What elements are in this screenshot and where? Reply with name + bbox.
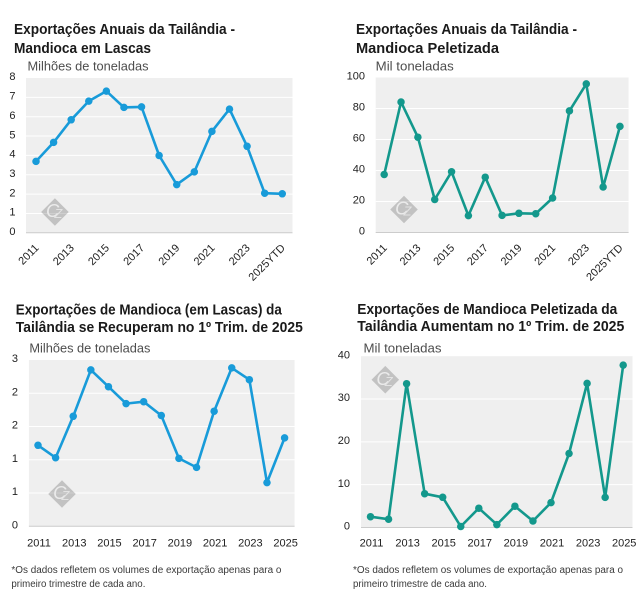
svg-text:1: 1 xyxy=(12,486,18,498)
svg-text:5: 5 xyxy=(9,129,15,141)
svg-text:40: 40 xyxy=(353,164,365,176)
svg-text:2019: 2019 xyxy=(168,537,192,549)
svg-text:C: C xyxy=(376,368,390,389)
svg-text:20: 20 xyxy=(338,435,350,447)
svg-text:C: C xyxy=(53,482,67,503)
svg-text:Tailândia se Recuperam no 1º T: Tailândia se Recuperam no 1º Trim. de 20… xyxy=(16,320,303,336)
svg-text:8: 8 xyxy=(9,71,15,83)
svg-text:2: 2 xyxy=(9,187,15,199)
svg-text:Mandioca Peletizada: Mandioca Peletizada xyxy=(356,41,500,57)
svg-text:60: 60 xyxy=(353,133,365,145)
svg-text:0: 0 xyxy=(12,520,18,532)
svg-text:primeiro trimestre de cada ano: primeiro trimestre de cada ano. xyxy=(11,579,145,590)
svg-text:Milhões de toneladas: Milhões de toneladas xyxy=(28,59,149,74)
svg-text:80: 80 xyxy=(353,102,365,114)
svg-text:2025: 2025 xyxy=(273,537,297,549)
svg-text:100: 100 xyxy=(347,71,365,83)
svg-text:0: 0 xyxy=(359,226,365,238)
svg-text:*Os dados refletem os volumes: *Os dados refletem os volumes de exporta… xyxy=(353,565,623,576)
svg-text:Z: Z xyxy=(402,204,412,219)
svg-text:2019: 2019 xyxy=(504,537,528,549)
svg-text:3: 3 xyxy=(12,353,18,365)
svg-text:6: 6 xyxy=(9,110,15,122)
svg-text:2017: 2017 xyxy=(468,537,492,549)
svg-text:primeiro trimestre de cada ano: primeiro trimestre de cada ano. xyxy=(353,579,487,590)
svg-text:Milhões de toneladas: Milhões de toneladas xyxy=(29,341,150,356)
svg-text:C: C xyxy=(395,198,409,219)
svg-text:20: 20 xyxy=(353,195,365,207)
svg-text:Exportações de Mandioca (em La: Exportações de Mandioca (em Lascas) da xyxy=(16,303,283,319)
svg-text:2017: 2017 xyxy=(132,537,156,549)
svg-text:2023: 2023 xyxy=(238,537,262,549)
svg-text:1: 1 xyxy=(9,207,15,219)
svg-text:*Os dados refletem os volumes: *Os dados refletem os volumes de exporta… xyxy=(11,565,281,576)
svg-text:4: 4 xyxy=(9,149,15,161)
svg-text:10: 10 xyxy=(338,478,350,490)
svg-text:Z: Z xyxy=(60,488,70,503)
svg-text:2011: 2011 xyxy=(27,537,51,549)
svg-text:0: 0 xyxy=(344,521,350,533)
svg-text:Tailândia Aumentam no 1º Trim.: Tailândia Aumentam no 1º Trim. de 2025 xyxy=(357,319,624,335)
svg-text:2: 2 xyxy=(12,420,18,432)
svg-text:2013: 2013 xyxy=(395,537,419,549)
svg-text:2015: 2015 xyxy=(97,537,121,549)
svg-text:Mil toneladas: Mil toneladas xyxy=(376,59,454,74)
svg-text:7: 7 xyxy=(9,91,15,103)
svg-text:Exportações de Mandioca Peleti: Exportações de Mandioca Peletizada da xyxy=(357,302,618,318)
svg-text:2013: 2013 xyxy=(62,537,86,549)
svg-text:2015: 2015 xyxy=(431,537,455,549)
svg-text:2025: 2025 xyxy=(612,537,636,549)
svg-text:2011: 2011 xyxy=(360,537,384,549)
svg-text:Z: Z xyxy=(384,374,394,389)
svg-text:Exportações Anuais da Tailândi: Exportações Anuais da Tailândia - xyxy=(356,22,577,38)
svg-text:2023: 2023 xyxy=(576,537,600,549)
svg-text:2: 2 xyxy=(12,386,18,398)
svg-text:Mil toneladas: Mil toneladas xyxy=(364,341,442,356)
svg-text:Mandioca em Lascas: Mandioca em Lascas xyxy=(14,41,151,57)
svg-text:3: 3 xyxy=(9,168,15,180)
svg-text:2021: 2021 xyxy=(540,537,564,549)
svg-text:30: 30 xyxy=(338,392,350,404)
svg-text:1: 1 xyxy=(12,453,18,465)
svg-text:C: C xyxy=(46,200,60,221)
svg-text:Z: Z xyxy=(53,206,63,221)
svg-text:40: 40 xyxy=(338,349,350,361)
svg-text:2021: 2021 xyxy=(203,537,227,549)
svg-text:0: 0 xyxy=(9,226,15,238)
svg-text:Exportações Anuais da Tailândi: Exportações Anuais da Tailândia - xyxy=(14,22,235,38)
